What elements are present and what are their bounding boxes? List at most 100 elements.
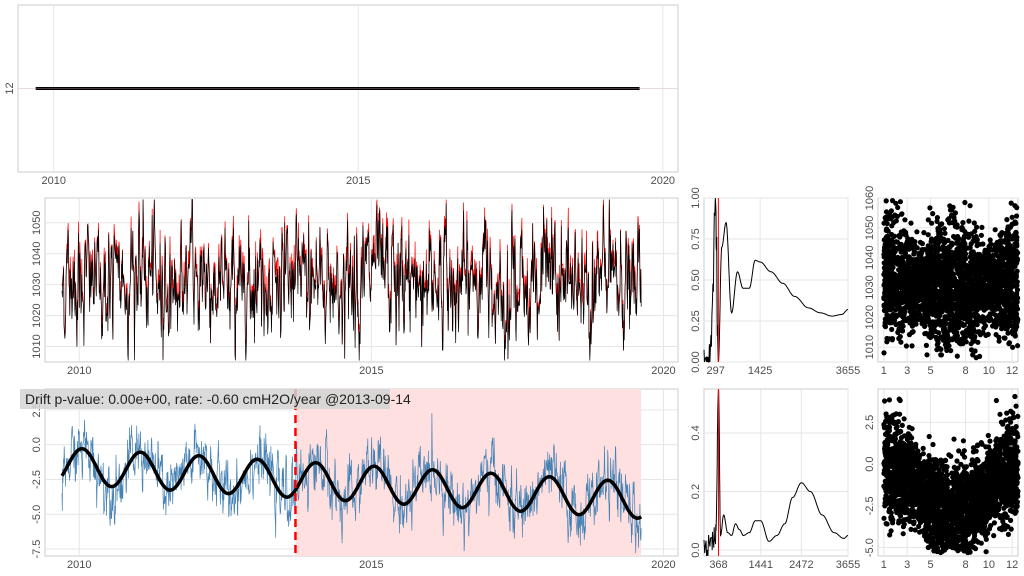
pressure_month-point	[913, 303, 919, 309]
pressure_month-point	[884, 312, 890, 318]
pressure_month-point	[900, 267, 906, 273]
pressure_month-point	[952, 210, 958, 216]
pressure_month-point	[926, 333, 932, 339]
pressure_month-point	[974, 224, 980, 230]
pressure_month-point	[946, 256, 952, 262]
pressure_month-point	[934, 347, 940, 353]
drift_month-point	[1007, 507, 1013, 514]
pressure_month-point	[913, 284, 919, 290]
pressure_month-point	[961, 240, 967, 246]
drift_month-y-tick-label: 2.5	[864, 415, 876, 430]
pressure_month-point	[1006, 341, 1012, 347]
pressure_month-point	[895, 280, 901, 286]
drift_acf-y-tick-label: 0.2	[690, 484, 702, 499]
pressure_month-point	[953, 286, 960, 292]
drift_month-x-tick-label: 12	[1006, 559, 1018, 571]
pressure_month-point	[996, 280, 1002, 286]
pressure_month-point	[907, 288, 913, 294]
pressure_month-point	[938, 352, 945, 358]
drift_month-point	[993, 397, 1000, 404]
pressure_month-point	[950, 204, 956, 210]
pressure_month-point	[967, 245, 973, 251]
pressure_month-point	[940, 337, 947, 343]
pressure_month-point	[963, 314, 969, 321]
pressure_month-point	[957, 260, 963, 266]
pressure_month-point	[915, 310, 921, 316]
drift_month-point	[906, 424, 912, 430]
drift_month-y-tick-label: -5.0	[864, 538, 876, 557]
pressure_month-point	[889, 279, 895, 285]
pressure_month-point	[974, 261, 980, 267]
drift_month-point	[1013, 508, 1019, 514]
pressure_month-point	[917, 239, 924, 245]
drift_month-point	[997, 489, 1003, 495]
pressure_month-point	[936, 330, 942, 336]
pressure_month-point	[935, 340, 941, 346]
pressure_month-point	[914, 229, 920, 235]
pressure_month-point	[1005, 296, 1011, 302]
pressure_month-point	[960, 220, 966, 226]
drift_month-point	[961, 469, 967, 475]
pressure_month-point	[887, 253, 894, 259]
drift_month-point	[975, 539, 981, 545]
drift_month-point	[1008, 517, 1014, 524]
pressure_month-point	[968, 260, 975, 266]
drift_month-point	[978, 505, 984, 512]
drift_month-point	[895, 475, 901, 481]
pressure_month-point	[921, 230, 927, 236]
pressure_month-point	[963, 276, 969, 282]
pressure_month-point	[961, 269, 967, 275]
pressure_month-point	[1012, 260, 1018, 266]
drift_month-point	[919, 516, 925, 522]
pressure_month-point	[936, 279, 942, 285]
pressure_month-point	[980, 318, 986, 324]
drift_month-point	[956, 537, 962, 544]
pressure_month-x-tick-label: 12	[1006, 365, 1018, 377]
pressure_month-point	[919, 321, 925, 327]
pressure_month-point	[1013, 283, 1020, 289]
pressure_month-point	[910, 244, 916, 251]
drift_month-point	[887, 482, 893, 488]
drift_month-point	[995, 442, 1002, 448]
pressure_month-point	[903, 304, 909, 310]
drift_month-point	[962, 542, 968, 548]
pressure_month-x-tick-label: 1	[881, 365, 887, 377]
pressure_month-point	[1014, 287, 1021, 293]
pressure_month-point	[940, 285, 946, 291]
pressure_month-point	[992, 227, 998, 233]
pressure_month-point	[922, 331, 928, 337]
pressure_month-point	[1009, 280, 1015, 286]
pressure_month-point	[923, 286, 930, 292]
pressure_month-point	[998, 316, 1004, 322]
pressure_month-point	[996, 258, 1003, 264]
pressure_month-point	[935, 265, 941, 271]
pressure_month-point	[1014, 213, 1020, 219]
drift_month-point	[884, 437, 890, 443]
pressure_month-point	[909, 329, 915, 335]
drift_month-point	[930, 441, 936, 448]
drift_month-point	[903, 485, 909, 491]
drift_month-point	[897, 411, 903, 417]
pressure_month-point	[885, 228, 891, 234]
pressure_month-point	[989, 306, 995, 312]
pressure_month-point	[896, 233, 902, 239]
pressure_month-point	[968, 241, 974, 247]
pressure_month-point	[897, 199, 904, 205]
drift_acf-x-tick-label: 368	[709, 559, 727, 571]
pressure_month-point	[903, 317, 909, 324]
pressure_acf-line	[703, 197, 849, 363]
pressure_month-point	[944, 347, 950, 353]
pressure_month-point	[982, 269, 989, 275]
drift_month-point	[929, 473, 935, 479]
pressure_month-point	[1013, 230, 1019, 236]
pressure_month-point	[890, 242, 896, 248]
pressure_month-point	[912, 271, 918, 277]
pressure_month-point	[898, 276, 904, 282]
pressure_month-point	[1009, 323, 1016, 329]
drift_month-point	[954, 482, 960, 488]
drift_month-point	[983, 549, 989, 555]
pressure_month-point	[925, 267, 931, 273]
pressure_acf-x-tick-label: 297	[707, 365, 725, 377]
